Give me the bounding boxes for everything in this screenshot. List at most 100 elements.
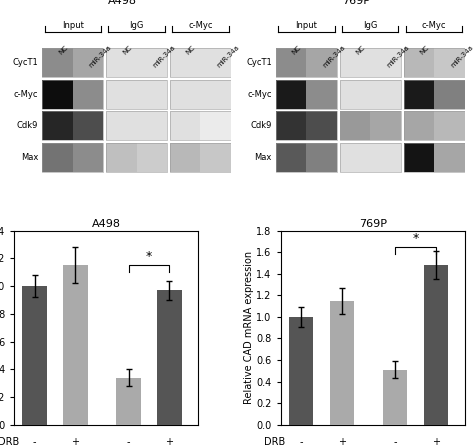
Text: NC: NC xyxy=(121,44,133,56)
Text: Cdk9: Cdk9 xyxy=(250,122,272,131)
Title: A498: A498 xyxy=(91,219,120,228)
Bar xyxy=(170,143,231,172)
Bar xyxy=(106,111,167,140)
Text: IgG: IgG xyxy=(129,21,144,30)
Text: miR-34a: miR-34a xyxy=(88,44,112,69)
Bar xyxy=(106,143,137,172)
Bar xyxy=(42,143,103,172)
Bar xyxy=(370,143,401,172)
Text: miR-34a: miR-34a xyxy=(216,44,240,69)
Text: Input: Input xyxy=(296,21,318,30)
Bar xyxy=(434,143,465,172)
Bar xyxy=(157,290,182,425)
Bar xyxy=(370,48,401,77)
Bar xyxy=(73,48,103,77)
Text: Cdk9: Cdk9 xyxy=(17,122,38,131)
Bar xyxy=(276,48,337,77)
Bar xyxy=(170,111,231,140)
Bar xyxy=(276,80,307,109)
Bar xyxy=(404,80,465,109)
Bar xyxy=(201,48,231,77)
Text: -: - xyxy=(393,437,397,447)
Bar xyxy=(22,286,47,425)
Text: miR-34a: miR-34a xyxy=(322,44,346,69)
Bar xyxy=(424,265,448,425)
Text: 769P: 769P xyxy=(342,0,370,6)
Text: DRB: DRB xyxy=(0,437,19,447)
Bar xyxy=(106,48,137,77)
Bar xyxy=(276,111,307,140)
Bar xyxy=(63,266,88,425)
Text: miR-34a: miR-34a xyxy=(449,44,474,69)
Bar xyxy=(42,48,73,77)
Bar xyxy=(106,80,167,109)
Text: Max: Max xyxy=(255,153,272,162)
Bar xyxy=(276,143,307,172)
Bar xyxy=(106,111,137,140)
Bar xyxy=(137,143,167,172)
Text: -: - xyxy=(127,437,130,447)
Text: +: + xyxy=(432,437,440,447)
Bar xyxy=(42,80,73,109)
Text: DRB: DRB xyxy=(264,437,286,447)
Bar xyxy=(201,143,231,172)
Bar xyxy=(116,378,141,425)
Bar xyxy=(307,111,337,140)
Bar xyxy=(106,80,137,109)
Bar xyxy=(340,111,370,140)
Text: +: + xyxy=(338,437,346,447)
Bar xyxy=(42,80,103,109)
Bar xyxy=(42,143,73,172)
Bar xyxy=(137,48,167,77)
Bar xyxy=(170,143,201,172)
Bar xyxy=(73,80,103,109)
Bar xyxy=(276,48,307,77)
Bar xyxy=(370,80,401,109)
Bar xyxy=(434,48,465,77)
Bar xyxy=(170,111,201,140)
Bar xyxy=(404,48,465,77)
Text: CycT1: CycT1 xyxy=(246,58,272,67)
Bar xyxy=(170,80,231,109)
Bar xyxy=(404,111,465,140)
Bar xyxy=(106,143,167,172)
Bar xyxy=(340,80,401,109)
Title: 769P: 769P xyxy=(359,219,387,228)
Text: CycT1: CycT1 xyxy=(12,58,38,67)
Bar xyxy=(434,80,465,109)
Text: *: * xyxy=(412,232,419,245)
Text: c-Myc: c-Myc xyxy=(188,21,213,30)
Bar xyxy=(276,111,337,140)
Bar xyxy=(340,143,401,172)
Bar xyxy=(434,111,465,140)
Bar xyxy=(170,48,231,77)
Bar xyxy=(289,317,313,425)
Text: c-Myc: c-Myc xyxy=(247,90,272,99)
Bar xyxy=(201,111,231,140)
Bar xyxy=(383,370,407,425)
Bar xyxy=(370,111,401,140)
Bar xyxy=(404,80,434,109)
Bar xyxy=(340,143,370,172)
Bar xyxy=(42,111,73,140)
Y-axis label: Relative CAD mRNA expression: Relative CAD mRNA expression xyxy=(244,251,254,404)
Text: A498: A498 xyxy=(108,0,137,6)
Bar xyxy=(276,143,337,172)
Bar xyxy=(307,80,337,109)
Text: c-Myc: c-Myc xyxy=(422,21,447,30)
Bar xyxy=(73,111,103,140)
Text: *: * xyxy=(146,250,152,263)
Bar xyxy=(42,48,103,77)
Bar xyxy=(170,80,201,109)
Bar xyxy=(307,48,337,77)
Bar xyxy=(276,80,337,109)
Bar xyxy=(340,80,370,109)
Text: NC: NC xyxy=(57,44,69,56)
Bar xyxy=(137,111,167,140)
Text: Input: Input xyxy=(62,21,83,30)
Bar xyxy=(42,111,103,140)
Bar xyxy=(137,80,167,109)
Bar xyxy=(404,111,434,140)
Bar xyxy=(170,48,201,77)
Text: +: + xyxy=(72,437,80,447)
